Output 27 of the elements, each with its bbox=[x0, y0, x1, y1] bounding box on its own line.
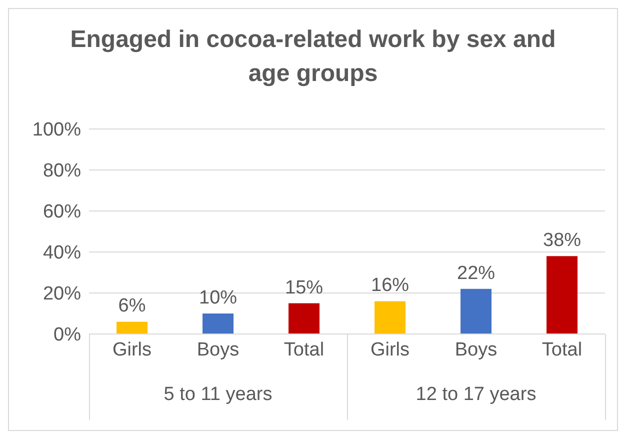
y-tick-label: 20% bbox=[42, 284, 82, 305]
data-label: 16% bbox=[371, 275, 410, 296]
data-label: 22% bbox=[457, 262, 496, 284]
x-tick-label: Total bbox=[542, 339, 582, 360]
data-label: 38% bbox=[543, 230, 582, 252]
data-label: 10% bbox=[199, 288, 238, 308]
bar bbox=[116, 322, 148, 334]
x-tick-label: Boys bbox=[454, 339, 498, 360]
x-tick-label: Total bbox=[284, 339, 324, 360]
data-label: 6% bbox=[118, 296, 146, 317]
y-tick-label: 100% bbox=[32, 120, 82, 141]
chart-title: Engaged in cocoa-related work by sex and age groups bbox=[69, 25, 557, 89]
bar bbox=[546, 256, 578, 334]
y-tick-label: 40% bbox=[42, 242, 82, 264]
bar bbox=[460, 288, 492, 334]
bar bbox=[202, 314, 234, 334]
x-tick-label: Girls bbox=[370, 339, 410, 360]
data-label: 15% bbox=[285, 277, 324, 298]
bar bbox=[288, 303, 320, 334]
text: 5 to 11 years bbox=[162, 384, 274, 406]
bar bbox=[374, 301, 406, 334]
y-tick-label: 80% bbox=[42, 160, 82, 182]
x-tick-label: Boys bbox=[196, 339, 240, 360]
y-tick-label: 0% bbox=[54, 324, 82, 346]
y-tick-label: 60% bbox=[42, 202, 82, 223]
text: 12 to 17 years bbox=[414, 384, 538, 406]
x-tick-label: Girls bbox=[112, 339, 152, 360]
